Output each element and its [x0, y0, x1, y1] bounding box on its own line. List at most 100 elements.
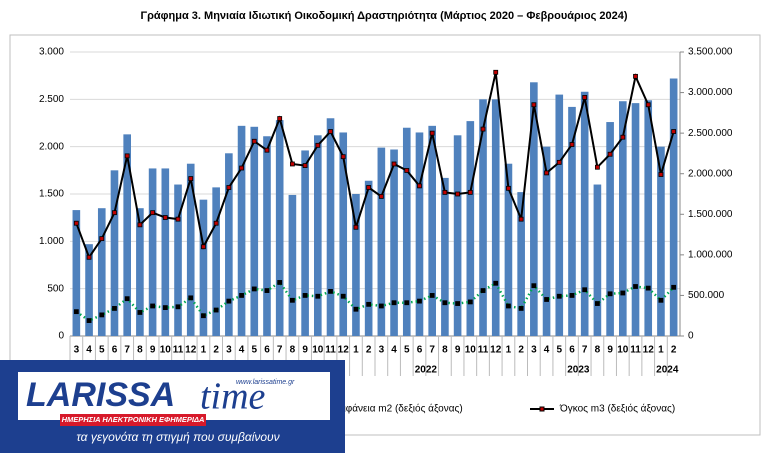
x-tick-label: 1 [353, 345, 359, 356]
bar [212, 187, 220, 336]
point [594, 301, 600, 306]
point [556, 293, 562, 299]
point [544, 297, 549, 302]
bar [123, 134, 131, 336]
bar [555, 94, 564, 336]
logo-url: www.larissatime.gr [236, 379, 295, 386]
bar [275, 120, 284, 336]
point [226, 185, 232, 190]
bar [415, 132, 424, 336]
bar [669, 78, 678, 337]
point [328, 129, 333, 134]
point [73, 309, 79, 315]
bar [72, 210, 81, 336]
y2-tick-label: 1.000.000 [688, 249, 733, 260]
point [404, 300, 410, 306]
point [429, 130, 435, 136]
y2-tick-label: 2.500.000 [688, 128, 733, 139]
x-tick-label: 12 [185, 345, 197, 356]
point [239, 293, 244, 298]
bar [453, 135, 462, 336]
y-tick-label: 500 [47, 283, 64, 294]
x-tick-label: 6 [264, 345, 270, 356]
point [150, 303, 156, 309]
x-tick-label: 7 [582, 345, 588, 356]
point [73, 220, 79, 226]
point [188, 295, 194, 301]
point [251, 286, 257, 292]
point [277, 280, 283, 285]
point [455, 301, 461, 306]
x-tick-label: 11 [325, 345, 336, 356]
bar [174, 184, 182, 336]
point [417, 298, 422, 304]
year-label: 2024 [656, 365, 679, 376]
point [378, 303, 384, 309]
point [264, 288, 270, 293]
bar [657, 146, 665, 336]
point [201, 244, 206, 250]
x-tick-label: 1 [658, 345, 664, 356]
x-tick-label: 4 [391, 345, 397, 356]
point [315, 293, 321, 299]
point [112, 306, 117, 311]
logo-brand: LARISSA [26, 376, 175, 414]
point [467, 299, 473, 305]
bar [530, 82, 538, 336]
point [607, 291, 613, 297]
point [531, 283, 537, 289]
point [251, 138, 257, 144]
x-tick-label: 5 [99, 345, 105, 356]
x-tick-label: 10 [465, 345, 477, 356]
logo-panel [18, 372, 330, 420]
point [366, 301, 372, 307]
x-tick-label: 4 [86, 345, 92, 356]
point [391, 300, 397, 306]
bar [136, 208, 144, 336]
x-tick-label: 9 [150, 345, 156, 356]
point [328, 288, 333, 294]
x-tick-label: 3 [226, 345, 232, 356]
bar [148, 168, 157, 336]
point [378, 194, 384, 199]
y2-tick-label: 2.000.000 [688, 168, 733, 179]
x-tick-label: 10 [160, 345, 172, 356]
point [340, 293, 346, 299]
bar [517, 192, 525, 336]
point [506, 303, 511, 309]
bar [619, 101, 627, 336]
x-tick-label: 8 [442, 345, 448, 356]
point [417, 183, 422, 189]
x-tick-label: 3 [74, 345, 80, 356]
bar [314, 135, 322, 336]
bar [580, 91, 589, 336]
bar [225, 153, 233, 336]
point [645, 285, 651, 291]
point [582, 95, 588, 100]
bar [161, 168, 170, 336]
chart-title: Γράφημα 3. Μηνιαία Ιδιωτική Οικοδομική Δ… [140, 10, 627, 22]
bar [390, 149, 398, 336]
point [315, 142, 321, 148]
point [493, 69, 499, 75]
x-tick-label: 11 [630, 345, 641, 356]
bar [288, 194, 297, 336]
x-tick-label: 12 [490, 345, 502, 356]
x-tick-label: 6 [417, 345, 423, 356]
x-tick-label: 1 [201, 345, 207, 356]
point [633, 284, 638, 289]
bar [606, 122, 614, 336]
bar [504, 163, 513, 336]
point [302, 293, 308, 298]
point [442, 300, 448, 306]
y-tick-label: 1.500 [39, 189, 64, 200]
x-tick-label: 4 [239, 345, 245, 356]
x-tick-label: 5 [404, 345, 410, 356]
point [226, 298, 232, 304]
point [99, 236, 105, 242]
y2-tick-label: 3.000.000 [688, 87, 733, 98]
x-tick-label: 7 [277, 345, 283, 356]
bar [326, 118, 335, 337]
point [188, 176, 194, 181]
point [607, 151, 613, 157]
